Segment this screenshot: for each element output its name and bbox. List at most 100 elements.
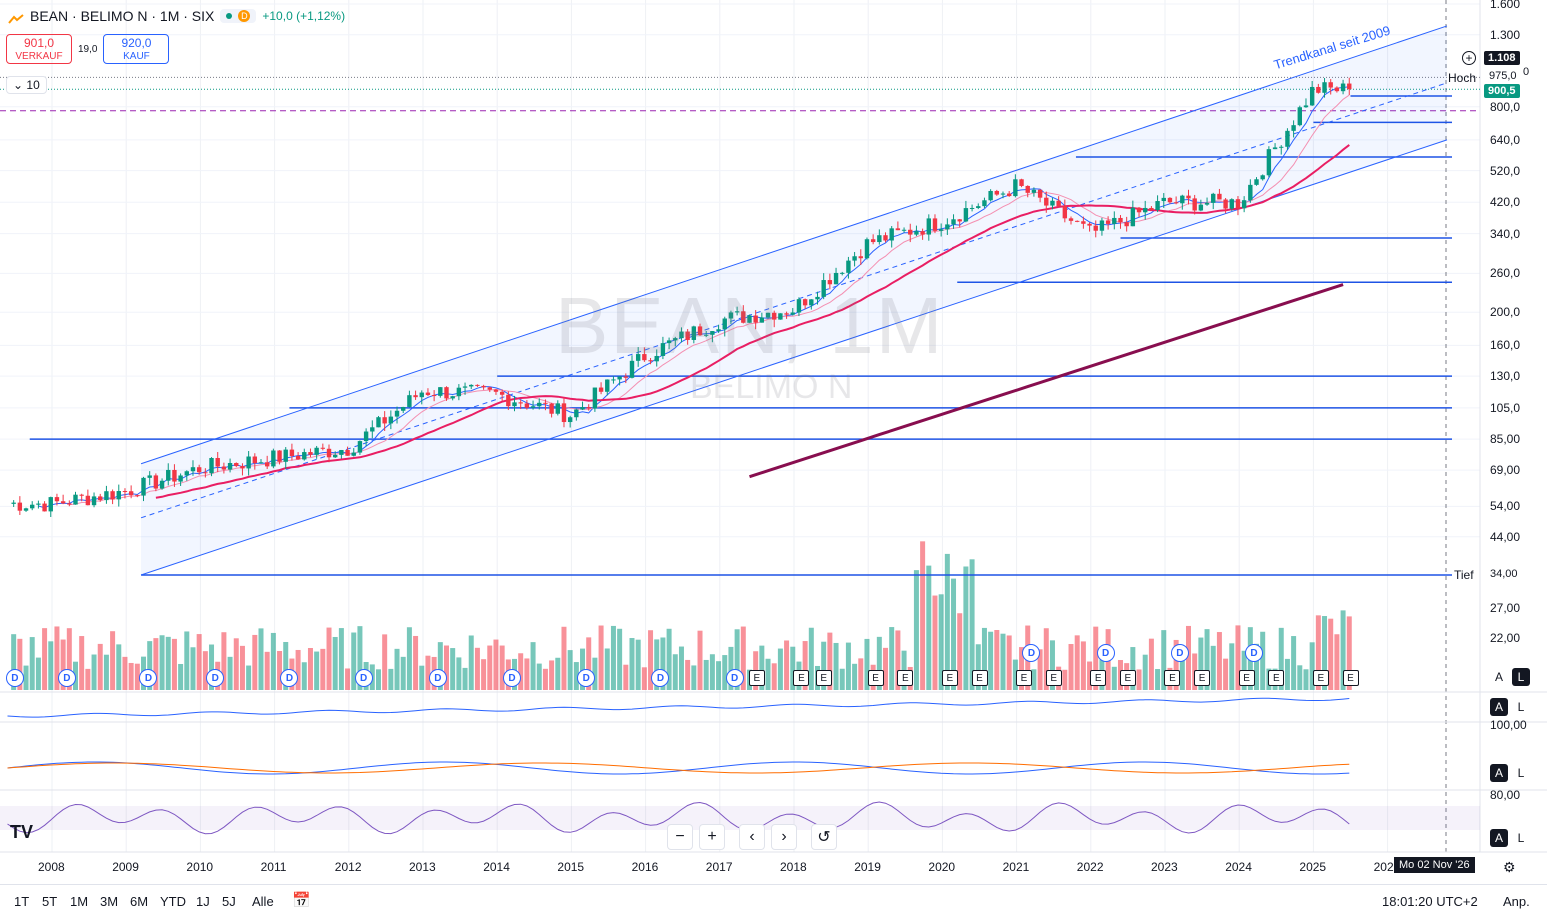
session-status[interactable]: D [220,9,257,23]
pane1-auto-toggle[interactable]: A [1494,670,1503,684]
scroll-right-button[interactable]: › [771,824,797,850]
adjust-button[interactable]: Anp. [1503,894,1530,909]
candle-body [1260,175,1265,180]
candle-body [1285,130,1290,147]
zoom-out-button[interactable]: − [667,824,693,850]
dividend-marker-icon[interactable]: D [1245,644,1264,662]
volume-bar [555,657,561,690]
earnings-marker-icon[interactable]: E [748,670,765,686]
range-button[interactable]: 5T [42,894,58,909]
earnings-marker-icon[interactable]: E [1045,670,1062,686]
candle-body [487,387,492,390]
pane2-auto-toggle[interactable]: A [1490,698,1508,716]
range-button[interactable]: YTD [160,894,186,909]
dividend-marker-icon[interactable]: D [577,669,596,687]
earnings-marker-icon[interactable]: E [1342,670,1359,686]
dividend-marker-icon[interactable]: D [428,669,447,687]
candle-body [1186,195,1191,199]
candle-body [388,416,394,424]
dividend-marker-icon[interactable]: D [651,669,670,687]
earnings-marker-icon[interactable]: E [1090,670,1107,686]
earnings-marker-icon[interactable]: E [941,670,958,686]
volume-bar [604,648,610,690]
pane3-log-toggle[interactable]: L [1517,766,1525,780]
volume-bar [1080,641,1086,690]
volume-bar [1006,635,1012,690]
candle-body [778,313,783,320]
candle-body [308,452,313,455]
range-button[interactable]: 1T [14,894,30,909]
dividend-marker-icon[interactable]: D [725,669,744,687]
tradingview-logo-icon[interactable]: TV [10,822,34,842]
zoom-in-button[interactable]: + [699,824,725,850]
earnings-marker-icon[interactable]: E [1119,670,1136,686]
earnings-marker-icon[interactable]: E [1238,670,1255,686]
pane1-log-toggle[interactable]: L [1512,668,1530,686]
volume-bar [178,663,184,690]
range-button[interactable]: 6M [130,894,149,909]
earnings-marker-icon[interactable]: E [1164,670,1181,686]
dividend-marker-icon[interactable]: D [1022,644,1041,662]
price-axis-label: 22,00 [1490,631,1521,645]
pane2-log-toggle[interactable]: L [1517,700,1525,714]
candle-body [98,496,103,501]
pane4-log-toggle[interactable]: L [1517,831,1525,845]
ma-200-line [749,283,1344,479]
candle-body [833,272,839,285]
pane4-auto-toggle[interactable]: A [1490,829,1508,847]
scroll-left-button[interactable]: ‹ [739,824,765,850]
dividend-marker-icon[interactable]: D [503,669,522,687]
candle-body [1056,200,1061,207]
earnings-marker-icon[interactable]: E [1194,670,1211,686]
dividend-marker-icon[interactable]: D [280,669,299,687]
reset-chart-button[interactable]: ↺ [811,824,837,850]
volume-bar [1198,637,1204,690]
range-button[interactable]: 1J [196,894,210,909]
symbol-title[interactable]: BEAN · BELIMO N · 1M · SIX [30,8,215,24]
earnings-marker-icon[interactable]: E [1312,670,1329,686]
volume-bar [103,654,109,690]
sell-button[interactable]: 901,0 VERKAUF [6,34,72,64]
price-axis-label: 100,00 [1490,718,1527,732]
clock[interactable]: 18:01:20 UTC+2 [1382,894,1478,909]
earnings-marker-icon[interactable]: E [971,670,988,686]
pane3-auto-toggle[interactable]: A [1490,764,1508,782]
date-range-calendar-icon[interactable]: 📅 [292,892,311,909]
dividend-marker-icon[interactable]: D [5,669,24,687]
dividend-marker-icon[interactable]: D [206,669,225,687]
candle-body [450,396,455,399]
volume-bar [734,629,740,690]
volume-bar [963,566,969,690]
range-button[interactable]: 1M [70,894,89,909]
market-open-icon [226,13,233,19]
earnings-marker-icon[interactable]: E [897,670,914,686]
volume-bar [771,663,777,690]
earnings-marker-icon[interactable]: E [1016,670,1033,686]
settings-gear-icon[interactable]: ⚙ [1503,859,1516,875]
range-button[interactable]: 3M [100,894,119,909]
earnings-marker-icon[interactable]: E [793,670,810,686]
range-button[interactable]: 5J [222,894,236,909]
price-axis-label: 420,0 [1490,195,1521,210]
earnings-marker-icon[interactable]: E [1268,670,1285,686]
volume-bar [678,646,684,690]
dividend-marker-icon[interactable]: D [57,669,76,687]
volume-bar [598,625,604,690]
candle-body [283,449,288,462]
range-button[interactable]: Alle [252,894,274,909]
buy-button[interactable]: 920,0 KAUF [103,34,170,64]
add-alert-icon[interactable]: + [1462,51,1476,65]
volume-bar [450,648,456,690]
candle-body [858,256,863,259]
indicators-collapse-button[interactable]: ⌄ 10 [6,76,47,94]
dividend-marker-icon[interactable]: D [1170,644,1189,662]
dividend-marker-icon[interactable]: D [354,669,373,687]
time-axis-label: 2020 [928,860,956,874]
earnings-marker-icon[interactable]: E [867,670,884,686]
dividend-marker-icon[interactable]: D [139,669,158,687]
earnings-marker-icon[interactable]: E [815,670,832,686]
candle-body [796,299,802,313]
dividend-marker-icon[interactable]: D [1096,644,1115,662]
candle-body [759,317,765,323]
